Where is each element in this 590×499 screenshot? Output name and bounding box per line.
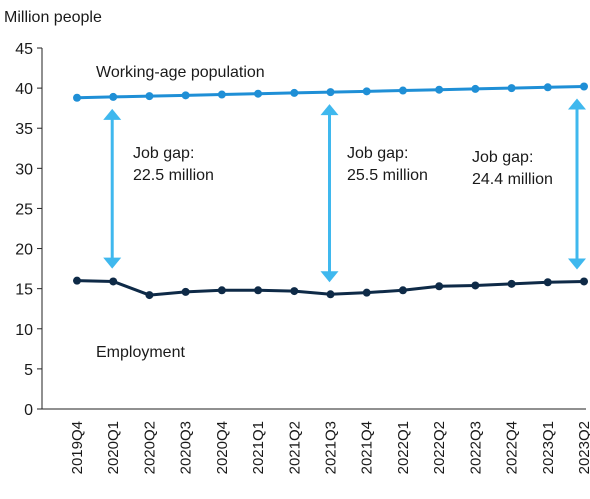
x-tick-label: 2019Q4 [69, 421, 86, 474]
gap-arrow-head-up [568, 98, 586, 110]
series-label-employment: Employment [96, 344, 185, 361]
series-label-working-age: Working-age population [96, 64, 265, 81]
x-tick-label: 2021Q3 [323, 421, 340, 474]
data-point [580, 82, 588, 91]
gap-arrow [320, 104, 339, 283]
data-point [543, 278, 552, 287]
x-tick-label: 2020Q3 [178, 421, 195, 474]
gap-arrow [568, 98, 586, 270]
y-tick-label: 0 [24, 402, 33, 419]
job-gap-label: Job gap: [472, 149, 533, 166]
series-layer [73, 82, 588, 300]
x-tick-label: 2022Q1 [395, 421, 412, 474]
data-point [181, 287, 190, 296]
y-tick-label: 45 [15, 41, 33, 58]
y-tick-label: 5 [24, 362, 33, 379]
data-point [471, 84, 480, 93]
data-point [398, 286, 407, 295]
data-point [507, 84, 516, 93]
job-gap-value: 24.4 million [472, 171, 553, 188]
data-point [362, 87, 371, 96]
data-point [580, 277, 588, 286]
data-point [326, 290, 335, 299]
y-axis: 0 5 10 15 20 25 30 35 40 45 [15, 41, 43, 419]
data-point [109, 92, 118, 101]
job-gap-label: Job gap: [347, 145, 408, 162]
y-axis-title: Million people [4, 9, 102, 26]
gap-arrow-head-up [320, 104, 339, 116]
x-tick-label: 2021Q2 [286, 421, 303, 474]
x-tick-label: 2020Q2 [141, 421, 158, 474]
data-point [326, 88, 335, 97]
data-point [145, 92, 154, 101]
job-gap-label: Job gap: [133, 145, 194, 162]
data-point [217, 90, 226, 99]
y-tick-label: 30 [15, 161, 33, 178]
y-tick-label: 15 [15, 282, 33, 299]
series-0 [73, 82, 588, 102]
x-tick-label: 2020Q4 [214, 421, 231, 474]
x-tick-label: 2021Q1 [250, 421, 267, 474]
series-1 [73, 276, 588, 300]
data-point [471, 281, 480, 290]
data-point [543, 83, 552, 92]
data-point [507, 279, 516, 288]
data-point [145, 291, 154, 300]
data-point [435, 85, 444, 94]
data-point [73, 276, 81, 285]
gap-arrow-head-down [320, 271, 339, 283]
x-axis: 2019Q4 2020Q1 2020Q2 2020Q3 2020Q4 2021Q1 2021… [42, 408, 590, 474]
x-tick-label: 2023Q1 [540, 421, 557, 474]
data-point [181, 91, 190, 100]
x-tick-label: 2023Q2 [576, 421, 590, 474]
data-point [109, 277, 118, 286]
y-tick-label: 40 [15, 81, 33, 98]
gap-arrow-head-up [103, 108, 122, 120]
x-tick-label: 2022Q2 [431, 421, 448, 474]
job-gap-value: 22.5 million [133, 167, 214, 184]
y-tick-label: 10 [15, 322, 33, 339]
y-tick-label: 25 [15, 201, 33, 218]
data-point [73, 93, 81, 102]
data-point [217, 286, 226, 295]
data-point [398, 86, 407, 95]
gap-arrow [103, 108, 122, 269]
data-point [435, 282, 444, 291]
data-point [290, 88, 299, 97]
data-point [254, 286, 263, 295]
job-gap-value: 25.5 million [347, 167, 428, 184]
y-tick-label: 20 [15, 242, 33, 259]
gap-arrows [103, 98, 586, 283]
x-tick-label: 2022Q3 [467, 421, 484, 474]
data-point [254, 89, 263, 98]
gap-arrow-head-down [103, 257, 122, 269]
y-tick-label: 35 [15, 121, 33, 138]
x-tick-label: 2020Q1 [105, 421, 122, 474]
data-point [290, 287, 299, 296]
data-point [362, 288, 371, 297]
x-tick-label: 2022Q4 [504, 421, 521, 474]
annotation-labels: Working-age population Employment Job gap:… [96, 64, 553, 361]
gap-arrow-head-down [568, 258, 586, 270]
x-tick-label: 2021Q4 [359, 421, 376, 474]
